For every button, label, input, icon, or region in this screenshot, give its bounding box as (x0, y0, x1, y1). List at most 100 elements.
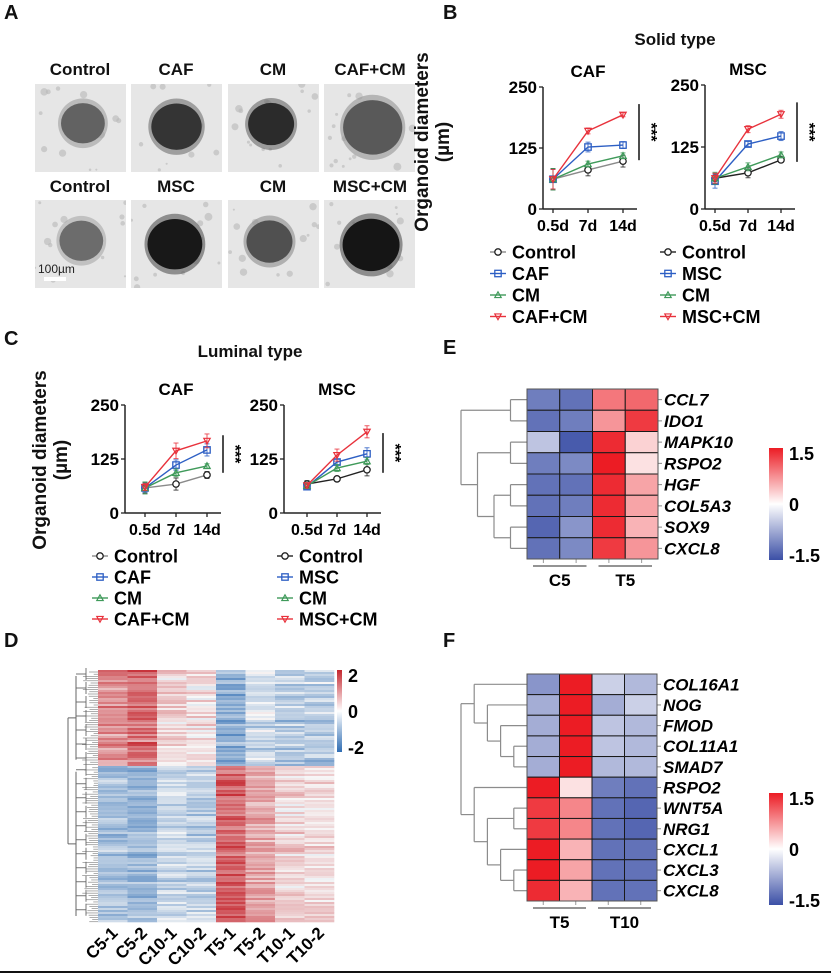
heatmap-cell (127, 838, 158, 841)
heatmap-cell (245, 820, 276, 823)
heatmap-row (98, 688, 335, 691)
heatmap-cell (275, 904, 305, 907)
heatmap-cell (127, 796, 158, 799)
gene-label: CXCL1 (663, 840, 719, 859)
heatmap-cell (304, 900, 335, 903)
heatmap-cell (98, 864, 128, 867)
heatmap-cell (186, 682, 217, 685)
heatmap-cell (304, 762, 335, 765)
heatmap-cell (186, 728, 217, 731)
heatmap-cell (157, 848, 187, 851)
heatmap-cell (157, 706, 187, 709)
legend-label: Control (682, 243, 746, 263)
heatmap-cell (127, 818, 158, 821)
heatmap-cell (98, 794, 128, 797)
heatmap-cell (127, 740, 158, 743)
heatmap-cell (98, 916, 128, 919)
marker-triangle-down (332, 451, 342, 460)
heatmap-cells (526, 388, 659, 560)
heatmap-cell (245, 702, 276, 705)
bottom-border (0, 971, 831, 973)
heatmap-cell (127, 828, 158, 831)
heatmap-cell (157, 720, 187, 723)
x-tick-label: 7d (328, 522, 347, 539)
heatmap-row (98, 832, 335, 835)
heatmap-cell (275, 698, 305, 701)
heatmap-cell (186, 836, 217, 839)
heatmap-cell (127, 760, 158, 763)
heatmap-cell (127, 704, 158, 707)
heatmap-cell (275, 838, 305, 841)
column-group-label: T5 (550, 913, 570, 932)
heatmap-cell (245, 886, 276, 889)
debris (307, 109, 311, 113)
marker-triangle-up (95, 593, 105, 602)
heatmap-row (98, 916, 335, 919)
heatmap-cell (98, 710, 128, 713)
ylabel-line1: Organoid diameters (30, 370, 51, 550)
heatmap-row (98, 700, 335, 703)
heatmap-cell (127, 736, 158, 739)
heatmap-cell (304, 842, 335, 845)
debris (239, 268, 248, 276)
heatmap-cell (559, 452, 593, 475)
heatmap-cell (157, 810, 187, 813)
heatmap-cell (186, 842, 217, 845)
panel-c-title: Luminal type (197, 342, 303, 361)
heatmap-cell (304, 744, 335, 747)
debris (276, 273, 280, 277)
marker-circle (584, 166, 592, 174)
heatmap-cell (216, 750, 246, 753)
heatmap-row (98, 816, 335, 819)
panel-letter-c: C (4, 328, 19, 350)
heatmap-cell (98, 910, 128, 913)
heatmap-row (98, 888, 335, 891)
micrograph-msc-plus-cm-row2 (324, 200, 415, 288)
heatmap-cell (275, 670, 305, 673)
heatmap-row (98, 742, 335, 745)
heatmap-cell (592, 452, 626, 475)
legend-item: Control (660, 243, 746, 263)
heatmap-cell (98, 868, 128, 871)
heatmap-cell (216, 762, 246, 765)
heatmap-cell (127, 766, 158, 769)
heatmap-cell (186, 900, 217, 903)
heatmap-cell (186, 746, 217, 749)
heatmap-cell (98, 792, 128, 795)
heatmap-cell (216, 802, 246, 805)
image-title: MSC (157, 177, 195, 196)
heatmap-row (98, 678, 335, 681)
heatmap-cell (216, 818, 246, 821)
panel-letter-f: F (443, 630, 456, 652)
heatmap-cell (98, 850, 128, 853)
heatmap-cell (98, 728, 128, 731)
heatmap-cell (127, 850, 158, 853)
heatmap-row (98, 770, 335, 773)
heatmap-cell (127, 782, 158, 785)
debris (249, 143, 253, 147)
y-tick-label: 125 (671, 138, 699, 157)
heatmap-cell (98, 724, 128, 727)
heatmap-cell (98, 860, 128, 863)
gene-label: NOG (663, 696, 702, 715)
heatmap-cell (245, 848, 276, 851)
marker-triangle-up (171, 468, 181, 476)
marker-circle (664, 248, 672, 256)
heatmap-cell (304, 796, 335, 799)
heatmap-cell (157, 672, 187, 675)
heatmap-cell (275, 798, 305, 801)
legend-item: CAF (490, 264, 549, 284)
ylabel-line2: (µm) (51, 439, 72, 481)
legend-label: CM (299, 589, 327, 609)
heatmap-cell (275, 914, 305, 917)
heatmap-cell (526, 494, 561, 517)
x-tick-label: 14d (193, 522, 221, 539)
heatmap-cell (157, 710, 187, 713)
colorbar-tick-label: 1.5 (789, 444, 814, 464)
heatmap-cell (275, 916, 305, 919)
gene-label: RSPO2 (663, 779, 721, 798)
heatmap-cell (216, 918, 246, 921)
heatmap-cell (216, 754, 246, 757)
heatmap-cell (304, 722, 335, 725)
